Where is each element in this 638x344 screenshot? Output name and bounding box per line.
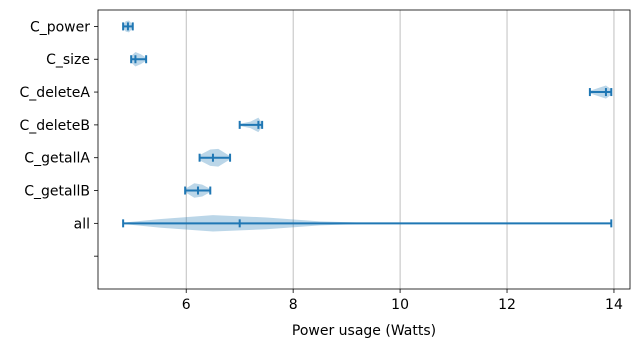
x-tick-label: 14 (605, 297, 623, 313)
x-axis-label: Power usage (Watts) (292, 323, 436, 339)
x-axis-ticks: 6 8 10 12 14 (182, 289, 623, 313)
violins (122, 20, 613, 232)
y-tick-label: C_deleteB (20, 118, 91, 134)
x-tick-label: 8 (289, 297, 298, 313)
y-tick-label: C_power (30, 19, 90, 35)
grid-lines (185, 10, 615, 289)
y-tick-label: C_getallA (24, 151, 90, 167)
plot-frame (97, 9, 631, 290)
x-tick-label: 10 (391, 297, 409, 313)
y-tick-label: C_deleteA (20, 85, 91, 101)
y-tick-label: C_size (46, 52, 90, 68)
y-axis-ticks: C_power C_size C_deleteA C_deleteB C_getallA… (20, 19, 98, 257)
x-tick-label: 12 (498, 297, 516, 313)
y-tick-label: C_getallB (24, 184, 90, 200)
y-tick-label: all (74, 216, 90, 232)
x-tick-label: 6 (182, 297, 191, 313)
